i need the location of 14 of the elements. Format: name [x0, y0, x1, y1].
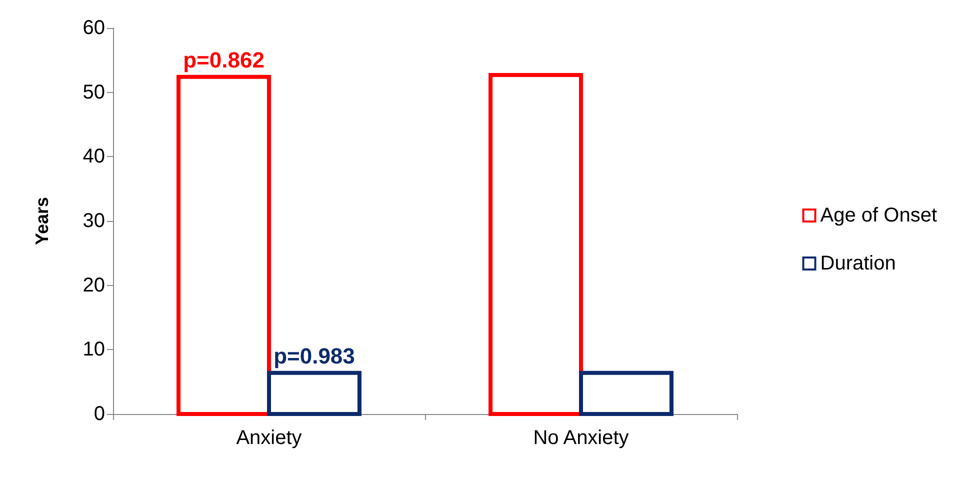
y-tick-label: 10: [82, 338, 105, 361]
x-tick-label: No Anxiety: [533, 427, 629, 449]
y-tick-label: 50: [82, 81, 105, 104]
y-axis-title: Years: [32, 196, 52, 246]
y-tick-label: 0: [94, 403, 105, 425]
y-tick-label: 60: [82, 17, 105, 39]
legend-label: Duration: [820, 252, 896, 274]
annotation: p=0.983: [274, 343, 355, 368]
y-tick-label: 30: [82, 210, 105, 232]
annotation: p=0.862: [183, 47, 264, 72]
y-tick-label: 40: [82, 146, 105, 168]
y-tick-label: 20: [82, 274, 105, 296]
x-tick-label: Anxiety: [236, 427, 302, 449]
legend-label: Age of Onset: [820, 204, 938, 226]
